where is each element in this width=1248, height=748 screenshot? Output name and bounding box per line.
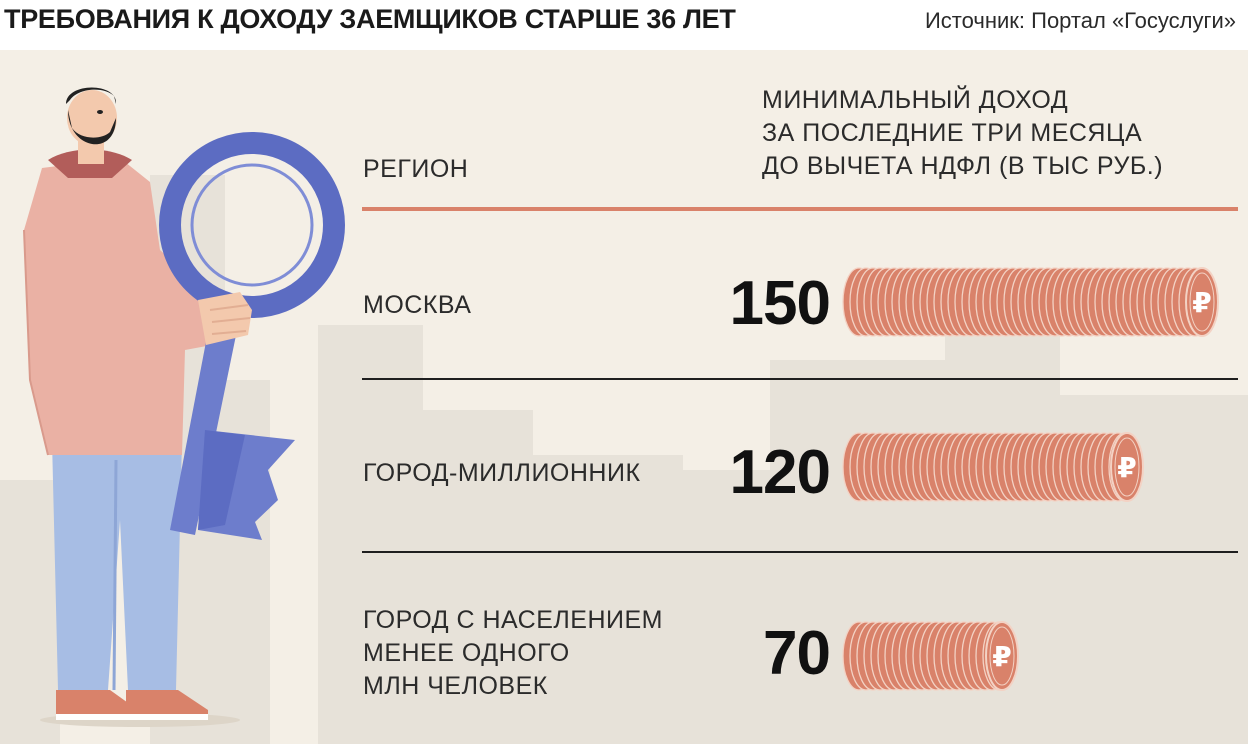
region-label-moscow: МОСКВА [363, 291, 472, 319]
region-label-million-city: ГОРОД-МИЛЛИОННИК [363, 459, 641, 487]
header-divider [362, 207, 1238, 211]
header: ТРЕБОВАНИЯ К ДОХОДУ ЗАЕМЩИКОВ СТАРШЕ 36 … [0, 0, 1248, 50]
coin-bar-moscow: ₽ [842, 267, 1219, 337]
row-divider [362, 378, 1238, 380]
row-divider [362, 551, 1238, 553]
ruble-coin-icon: ₽ [1192, 286, 1211, 319]
coin-bar-small-city: ₽ [842, 621, 1019, 691]
value-label-million-city: 120 [729, 438, 831, 507]
source-note: Источник: Портал «Госуслуги» [924, 8, 1236, 33]
column-header-income: МИНИМАЛЬНЫЙ ДОХОД ЗА ПОСЛЕДНИЕ ТРИ МЕСЯЦ… [762, 86, 1164, 180]
chart-title: ТРЕБОВАНИЯ К ДОХОДУ ЗАЕМЩИКОВ СТАРШЕ 36 … [4, 4, 736, 34]
coin-bar-million-city: ₽ [842, 432, 1144, 502]
value-label-small-city: 70 [763, 619, 831, 688]
key-icon [159, 132, 345, 540]
bottom-strip [0, 744, 1248, 748]
ruble-coin-icon: ₽ [1117, 451, 1136, 484]
ruble-coin-icon: ₽ [992, 640, 1011, 673]
value-label-moscow: 150 [729, 269, 831, 338]
region-label-small-city: ГОРОД С НАСЕЛЕНИЕМ МЕНЕЕ ОДНОГО МЛН ЧЕЛО… [363, 606, 663, 700]
column-header-region: РЕГИОН [363, 155, 469, 183]
